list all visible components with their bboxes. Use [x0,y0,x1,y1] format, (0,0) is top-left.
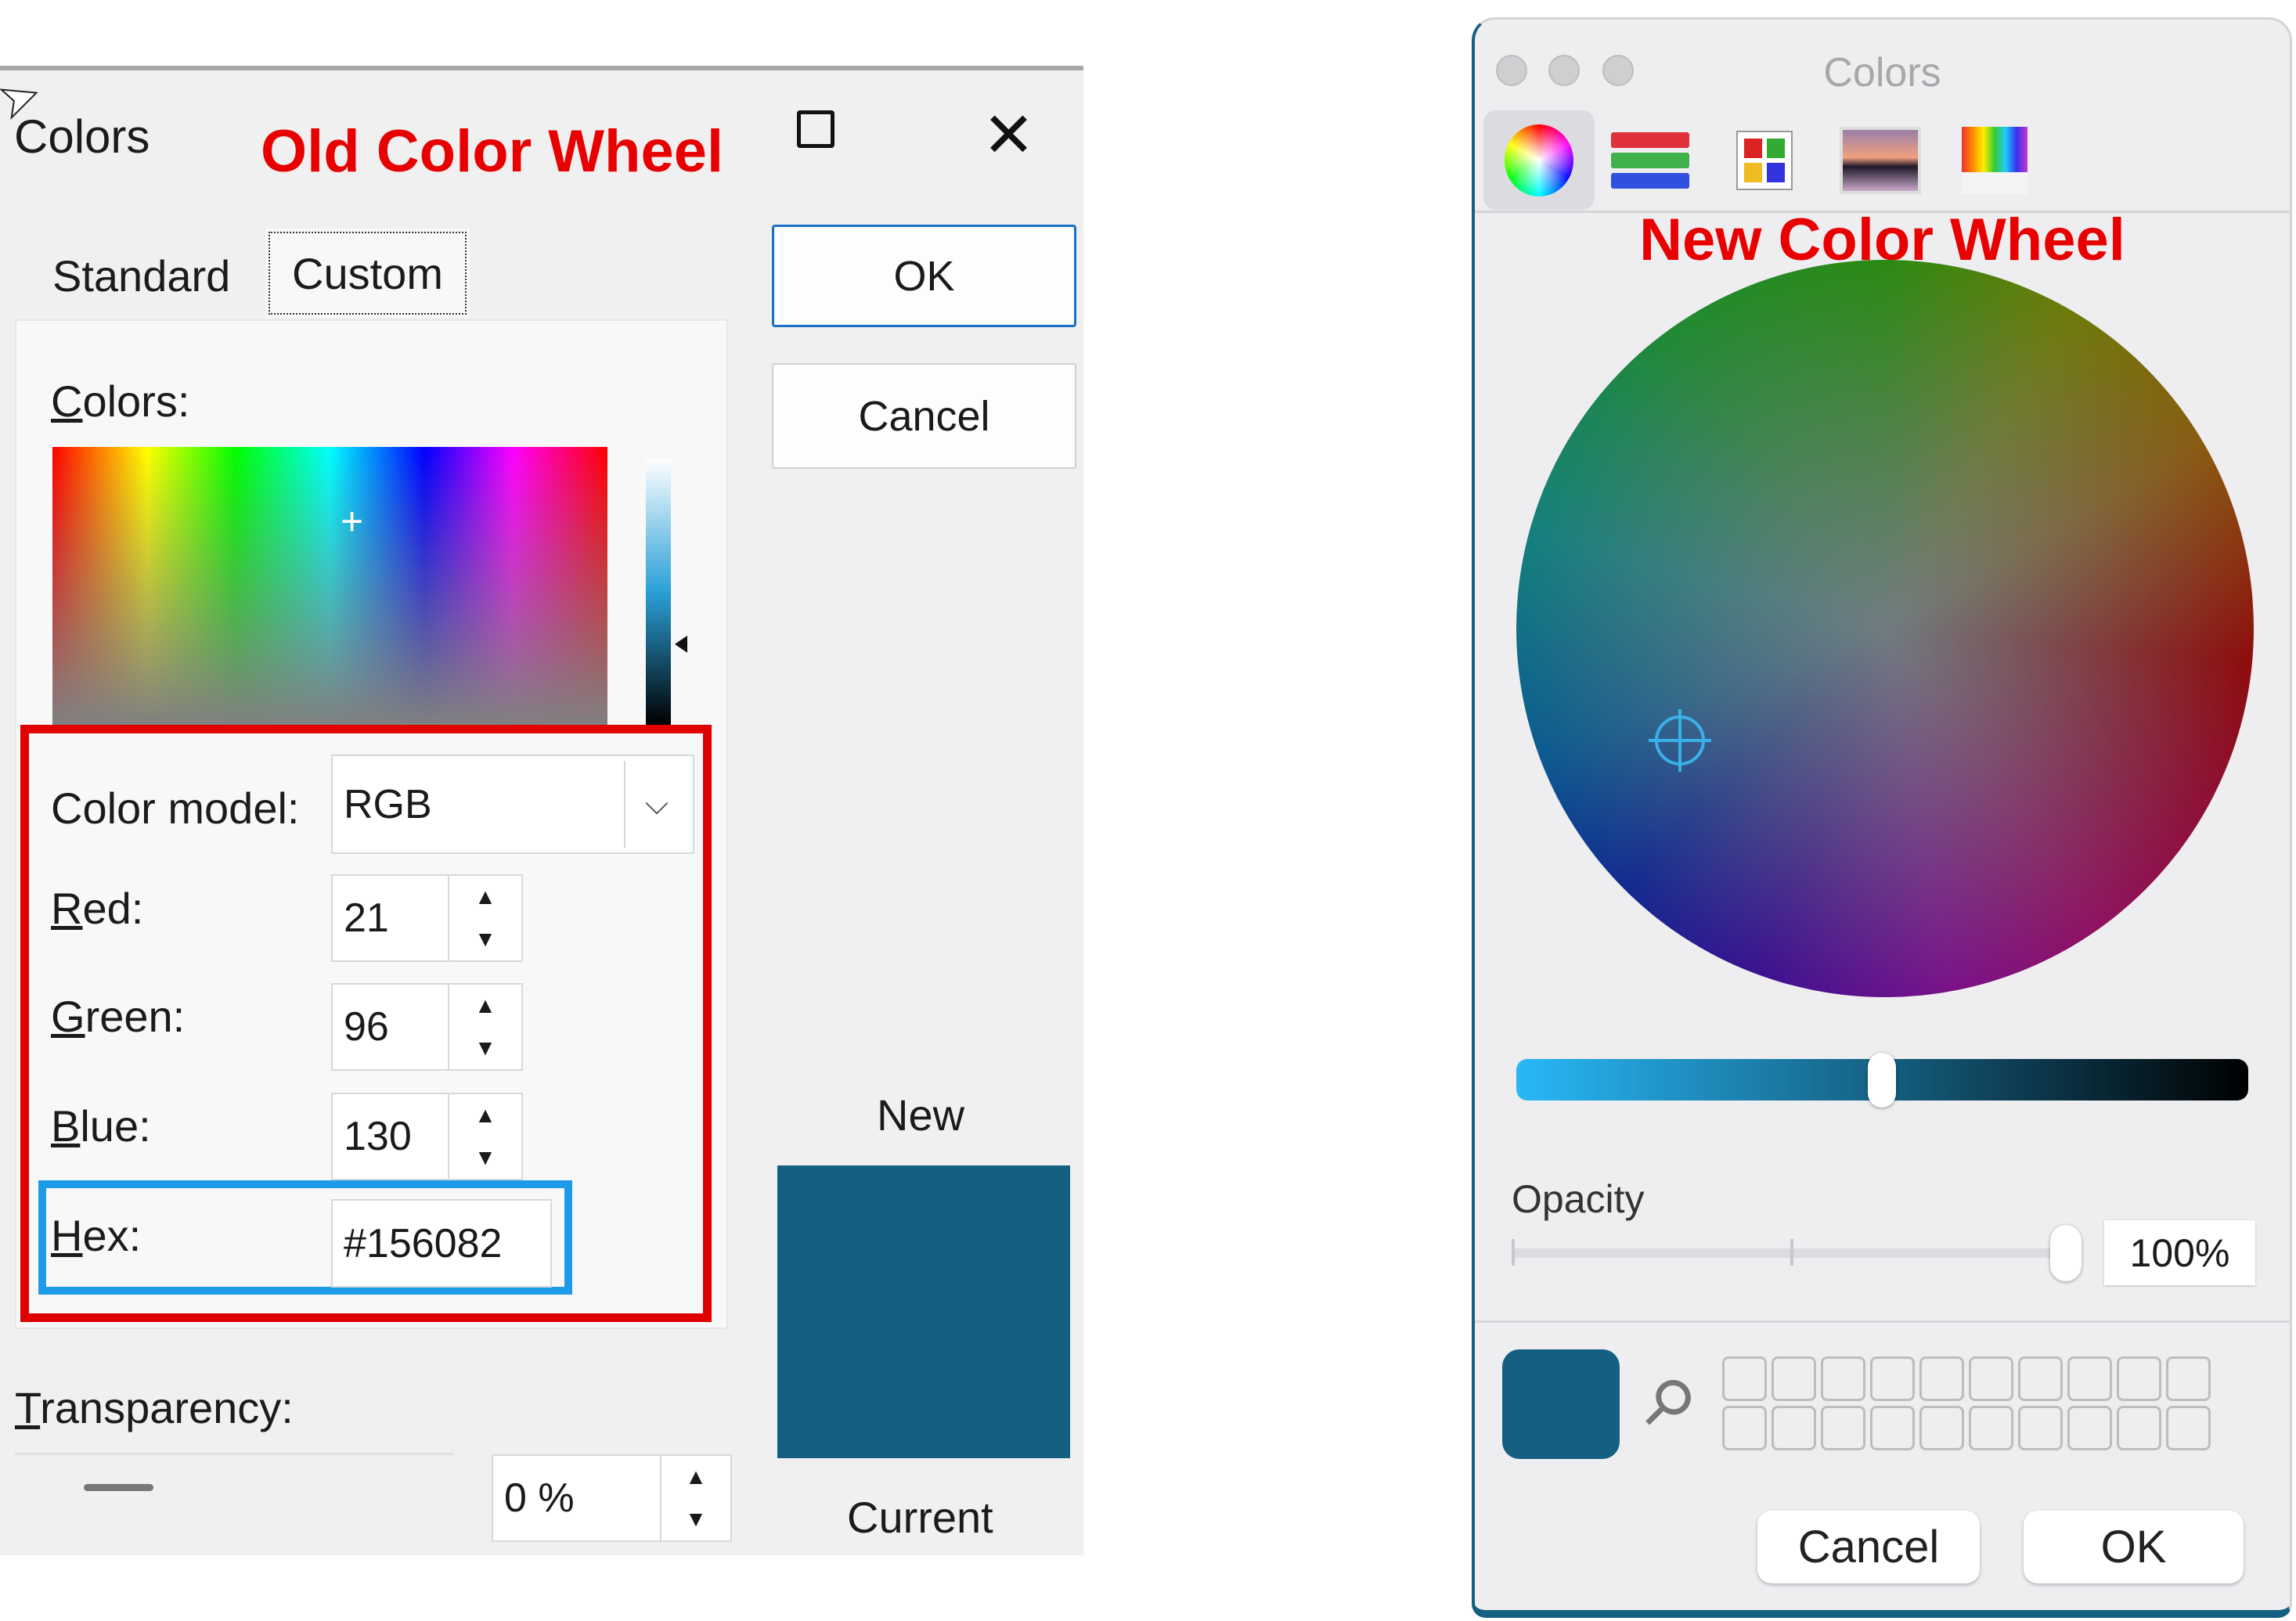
transparency-label: Transparency: [15,1383,294,1432]
swatch-grid [1722,1356,2211,1450]
brightness-slider-thumb[interactable] [1868,1053,1896,1108]
green-value: 96 [344,1004,389,1050]
tool-image-palettes[interactable] [1825,110,1936,210]
swatch-cell[interactable] [1870,1356,1915,1401]
cancel-button[interactable]: Cancel [772,363,1076,469]
swatch-cell[interactable] [2018,1356,2063,1401]
red-label: Red: [51,884,144,933]
dialog-title: Colors [14,110,150,163]
cancel-button[interactable]: Cancel [1757,1511,1980,1583]
minimize-window-button[interactable] [1548,55,1580,86]
pencils-icon [1962,126,2027,194]
swatch-cell[interactable] [2018,1406,2063,1450]
color-model-value: RGB [344,781,432,827]
swatch-cell[interactable] [1772,1406,1816,1450]
ok-button[interactable]: OK [772,225,1076,327]
tab-custom-label: Custom [269,232,467,315]
swatch-cell[interactable] [1821,1356,1865,1401]
transparency-value: 0 % [504,1475,575,1521]
red-value: 21 [344,895,389,941]
spin-down-icon[interactable]: ▼ [474,927,496,951]
spin-up-icon[interactable]: ▲ [685,1464,707,1489]
spin-down-icon[interactable]: ▼ [474,1036,496,1060]
opacity-slider[interactable] [1512,1225,2082,1281]
colors-label: Colors: [51,376,190,426]
transparency-track[interactable] [15,1453,453,1455]
panel-title: Colors [1823,50,1941,95]
close-icon[interactable]: ✕ [982,100,1036,170]
transparency-input[interactable]: 0 % ▲ ▼ [492,1454,732,1542]
luminance-arrow-icon[interactable] [675,636,687,653]
tool-color-sliders[interactable] [1595,110,1706,210]
brightness-slider[interactable] [1516,1053,2248,1108]
tab-custom[interactable]: Custom [264,227,471,319]
swatch-cell[interactable] [2117,1356,2161,1401]
hex-value: #156082 [344,1220,503,1266]
swatch-cell[interactable] [1969,1356,2013,1401]
blue-input[interactable]: 130 ▲ ▼ [331,1093,523,1180]
tool-color-palettes[interactable] [1709,110,1820,210]
crosshair-icon: + [341,499,364,543]
swatch-cell[interactable] [1772,1356,1816,1401]
highlight-red-box [20,725,712,1322]
red-input[interactable]: 21 ▲ ▼ [331,874,523,962]
chevron-down-icon: ⌵ [624,761,688,848]
maximize-icon[interactable] [797,110,834,148]
current-label: Current [847,1493,993,1542]
current-color-well[interactable] [1502,1349,1620,1459]
crosshair-icon[interactable] [1649,709,1711,772]
hex-label: Hex: [51,1211,142,1260]
swatch-cell[interactable] [1722,1406,1767,1450]
blue-label: Blue: [51,1101,151,1151]
opacity-label: Opacity [1512,1177,1645,1221]
blue-value: 130 [344,1114,412,1159]
old-colors-dialog: Colors Old Color Wheel ✕ Standard Custom… [0,65,1083,1555]
spin-up-icon[interactable]: ▲ [474,1103,496,1127]
zoom-window-button[interactable] [1602,55,1634,86]
swatch-cell[interactable] [1821,1406,1865,1450]
color-palettes-icon [1736,130,1793,190]
color-preview-swatch [777,1165,1070,1458]
swatch-cell[interactable] [2117,1406,2161,1450]
swatch-cell[interactable] [2067,1406,2112,1450]
close-window-button[interactable] [1496,55,1527,86]
highlight-blue-box [38,1180,572,1295]
green-input[interactable]: 96 ▲ ▼ [331,983,523,1071]
new-label: New [877,1090,965,1140]
opacity-input[interactable]: 100% [2104,1220,2255,1285]
section-divider [1475,1320,2290,1323]
color-wheel-icon [1505,124,1573,196]
swatch-cell[interactable] [1870,1406,1915,1450]
swatch-cell[interactable] [2166,1356,2211,1401]
color-sliders-icon [1611,128,1689,193]
transparency-slider-thumb[interactable] [84,1484,153,1491]
tool-pencils[interactable] [1939,110,2050,210]
color-wheel[interactable] [1516,260,2254,997]
eyedropper-icon[interactable]: ⚲ [1627,1361,1710,1443]
tool-color-wheel[interactable] [1483,110,1595,210]
swatch-cell[interactable] [2067,1356,2112,1401]
spin-up-icon[interactable]: ▲ [474,993,496,1018]
toolbar-divider [1475,211,2290,213]
hex-input[interactable]: #156082 [331,1199,552,1288]
swatch-cell[interactable] [1969,1406,2013,1450]
ok-button[interactable]: OK [2024,1511,2244,1583]
tab-standard[interactable]: Standard [52,251,231,301]
spin-up-icon[interactable]: ▲ [474,884,496,909]
image-palettes-icon [1840,126,1921,194]
green-label: Green: [51,992,186,1041]
spin-down-icon[interactable]: ▼ [685,1507,707,1531]
mac-colors-panel: Colors New Color Wheel Opacity 100% ⚲ C [1472,17,2292,1618]
annotation-old-color-wheel: Old Color Wheel [261,118,724,185]
swatch-cell[interactable] [1919,1406,1964,1450]
color-model-dropdown[interactable]: RGB ⌵ [331,755,694,854]
swatch-cell[interactable] [1722,1356,1767,1401]
spin-down-icon[interactable]: ▼ [474,1145,496,1169]
luminance-bar[interactable] [646,459,671,725]
swatch-cell[interactable] [2166,1406,2211,1450]
color-model-label: Color model: [51,783,300,833]
opacity-slider-thumb[interactable] [2050,1225,2082,1281]
color-spectrum-picker[interactable]: + [52,447,607,725]
swatch-cell[interactable] [1919,1356,1964,1401]
